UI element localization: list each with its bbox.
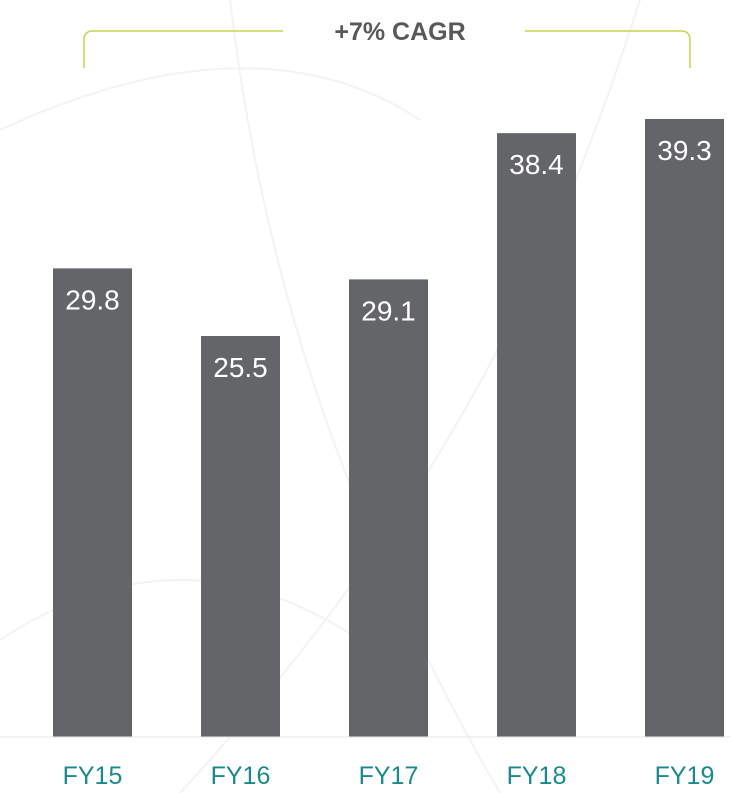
bars-group — [53, 119, 724, 738]
x-tick-label-fy16: FY16 — [211, 762, 271, 790]
x-axis-tick-labels: FY15 FY16 FY17 FY18 FY19 — [63, 762, 715, 790]
x-tick-label-fy17: FY17 — [359, 762, 419, 790]
bar-value-labels: 29.8 25.5 29.1 38.4 39.3 — [65, 135, 712, 383]
bar-value-label-fy18: 38.4 — [509, 149, 564, 180]
cagr-bracket-left — [83, 30, 283, 68]
bar-value-label-fy16: 25.5 — [213, 352, 268, 383]
x-tick-label-fy15: FY15 — [63, 762, 123, 790]
bar-fy19 — [645, 119, 724, 737]
bar-fy18 — [497, 133, 576, 738]
bar-value-label-fy19: 39.3 — [657, 135, 712, 166]
x-tick-label-fy19: FY19 — [655, 762, 715, 790]
background-decoration — [0, 0, 641, 793]
x-tick-label-fy18: FY18 — [507, 762, 567, 790]
bar-fy16 — [201, 336, 280, 737]
cagr-annotation: +7% CAGR — [83, 18, 691, 68]
cagr-label: +7% CAGR — [334, 18, 465, 46]
bar-value-label-fy17: 29.1 — [361, 295, 416, 326]
bar-value-label-fy15: 29.8 — [65, 284, 120, 315]
bar-fy17 — [349, 279, 428, 737]
cagr-bracket-right — [525, 30, 691, 68]
bar-fy15 — [53, 268, 132, 737]
